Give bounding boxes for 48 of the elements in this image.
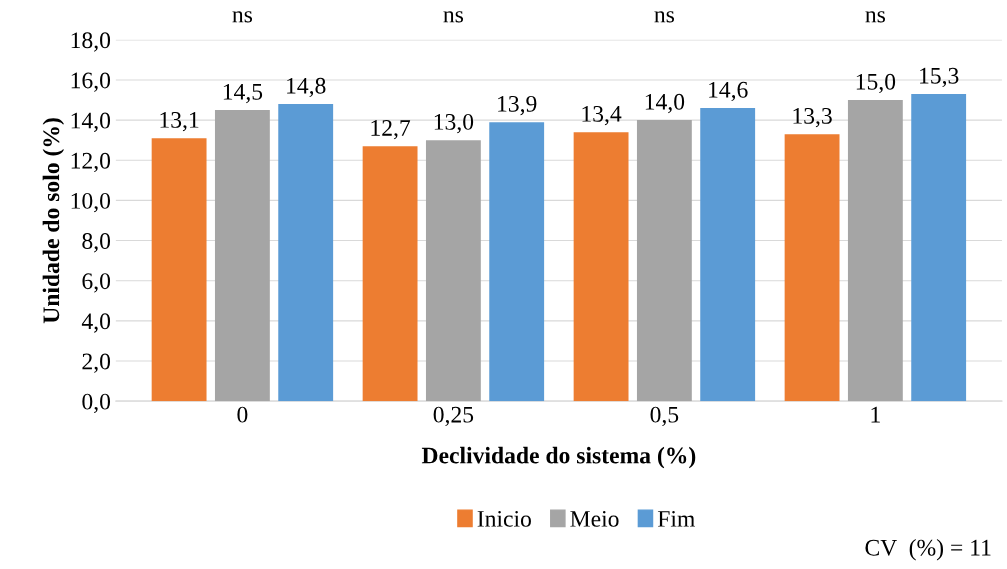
y-tick-label: 18,0 — [71, 32, 111, 52]
data-label: 13,1 — [160, 111, 199, 132]
x-tick-label: 1 — [871, 406, 880, 423]
legend-label: Fim — [657, 510, 695, 527]
bar — [214, 110, 270, 402]
y-tick-label: 14,0 — [71, 112, 111, 132]
data-label: 13,9 — [498, 95, 537, 116]
y-tick-label: 16,0 — [71, 72, 111, 92]
data-label: 13,0 — [434, 113, 474, 134]
text: ns — [654, 11, 675, 23]
bar — [700, 108, 756, 402]
y-tick-label: 8,0 — [82, 233, 111, 253]
text: ns — [443, 11, 464, 23]
x-tick-label: 0 — [237, 406, 248, 423]
legend-label: Inicio — [477, 510, 531, 527]
text: ns — [232, 11, 253, 23]
bar — [573, 132, 629, 402]
x-tick-label: 0,25 — [433, 406, 474, 427]
bar — [362, 146, 418, 402]
bar — [425, 140, 481, 402]
data-label: 12,7 — [371, 120, 411, 140]
y-tick-label: 2,0 — [82, 353, 111, 373]
y-tick-label: 12,0 — [71, 152, 111, 173]
bar — [847, 100, 903, 402]
data-label: 14,8 — [287, 77, 326, 98]
data-label: 15,3 — [920, 67, 959, 88]
y-tick-label: 10,0 — [71, 192, 111, 213]
legend-label: Meio — [570, 510, 619, 527]
data-label: 13,3 — [793, 107, 832, 128]
bar — [278, 104, 334, 402]
x-axis-title: Declividade do sistema (%) — [421, 446, 696, 469]
bar — [489, 122, 545, 402]
y-tick-label: 0,0 — [82, 393, 111, 413]
data-label: 13,4 — [582, 105, 622, 126]
data-label: 14,6 — [709, 81, 748, 102]
bar — [151, 138, 207, 402]
bar — [636, 120, 692, 402]
bar — [911, 94, 967, 402]
y-tick-label: 6,0 — [82, 273, 111, 293]
bar — [784, 134, 840, 402]
y-axis-title: Unidade do solo (%) — [42, 118, 65, 324]
data-label: 14,5 — [223, 83, 263, 104]
text: CV (%) = 11 — [865, 539, 991, 561]
data-label: 15,0 — [856, 73, 896, 94]
text: ns — [865, 11, 886, 23]
x-tick-label: 0,5 — [650, 406, 679, 427]
data-label: 14,0 — [645, 93, 685, 114]
y-tick-label: 4,0 — [81, 313, 111, 333]
